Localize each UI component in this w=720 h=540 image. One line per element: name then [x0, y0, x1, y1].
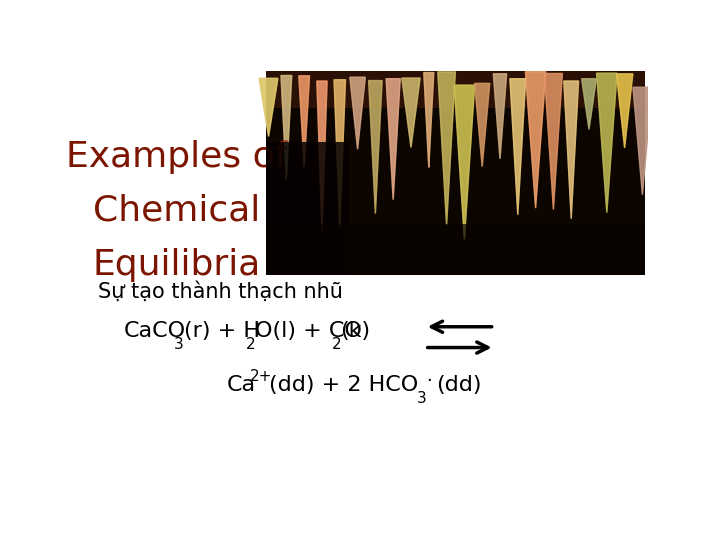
Polygon shape	[424, 72, 434, 167]
Polygon shape	[474, 83, 490, 167]
Polygon shape	[281, 76, 292, 180]
Polygon shape	[633, 87, 652, 195]
Polygon shape	[259, 78, 278, 137]
Polygon shape	[402, 78, 420, 147]
Polygon shape	[386, 79, 400, 200]
Text: 2+: 2+	[250, 369, 273, 384]
Polygon shape	[454, 85, 474, 239]
Polygon shape	[582, 79, 596, 130]
Text: Chemical: Chemical	[93, 194, 260, 228]
Polygon shape	[510, 79, 526, 215]
Polygon shape	[633, 87, 652, 195]
Bar	[266, 71, 645, 107]
Polygon shape	[438, 72, 456, 225]
Text: (dd) + 2 HCO: (dd) + 2 HCO	[269, 375, 418, 395]
Bar	[266, 143, 349, 275]
Polygon shape	[259, 78, 278, 137]
Polygon shape	[474, 83, 490, 167]
Text: O(l) + CO: O(l) + CO	[255, 321, 361, 341]
Text: CaCO: CaCO	[124, 321, 186, 341]
Polygon shape	[369, 80, 382, 213]
Polygon shape	[317, 81, 327, 232]
Text: Ca: Ca	[227, 375, 256, 395]
Polygon shape	[281, 76, 292, 180]
Polygon shape	[597, 73, 617, 213]
Polygon shape	[564, 81, 579, 219]
Polygon shape	[386, 79, 400, 200]
Polygon shape	[493, 74, 507, 159]
Polygon shape	[402, 78, 420, 147]
Polygon shape	[350, 77, 365, 149]
Text: Sự tạo thành thạch nhũ: Sự tạo thành thạch nhũ	[99, 281, 343, 302]
Bar	[266, 71, 645, 275]
Polygon shape	[526, 72, 546, 208]
Polygon shape	[438, 72, 455, 225]
Text: ·: ·	[426, 372, 432, 390]
Polygon shape	[526, 72, 546, 208]
Text: (dd): (dd)	[436, 375, 482, 395]
Text: (r) + H: (r) + H	[184, 321, 261, 341]
Polygon shape	[454, 85, 474, 239]
Polygon shape	[616, 74, 633, 148]
Polygon shape	[317, 81, 327, 232]
Polygon shape	[334, 80, 346, 228]
Text: 2: 2	[246, 337, 256, 352]
Polygon shape	[299, 76, 310, 167]
Polygon shape	[424, 72, 433, 167]
Polygon shape	[544, 73, 562, 210]
Polygon shape	[493, 74, 507, 159]
Polygon shape	[350, 77, 365, 149]
Polygon shape	[597, 73, 617, 213]
Polygon shape	[510, 79, 526, 215]
Text: 2: 2	[332, 337, 341, 352]
Polygon shape	[582, 79, 596, 130]
Polygon shape	[334, 80, 346, 228]
Text: 3: 3	[174, 337, 184, 352]
Polygon shape	[544, 73, 562, 210]
Polygon shape	[616, 74, 633, 148]
Polygon shape	[369, 80, 382, 213]
Text: Equilibria: Equilibria	[92, 248, 261, 282]
Text: Examples of: Examples of	[66, 140, 287, 174]
Polygon shape	[299, 76, 310, 167]
Text: (k): (k)	[341, 321, 371, 341]
Text: 3: 3	[417, 391, 427, 406]
Polygon shape	[564, 81, 578, 219]
Bar	[266, 224, 645, 275]
